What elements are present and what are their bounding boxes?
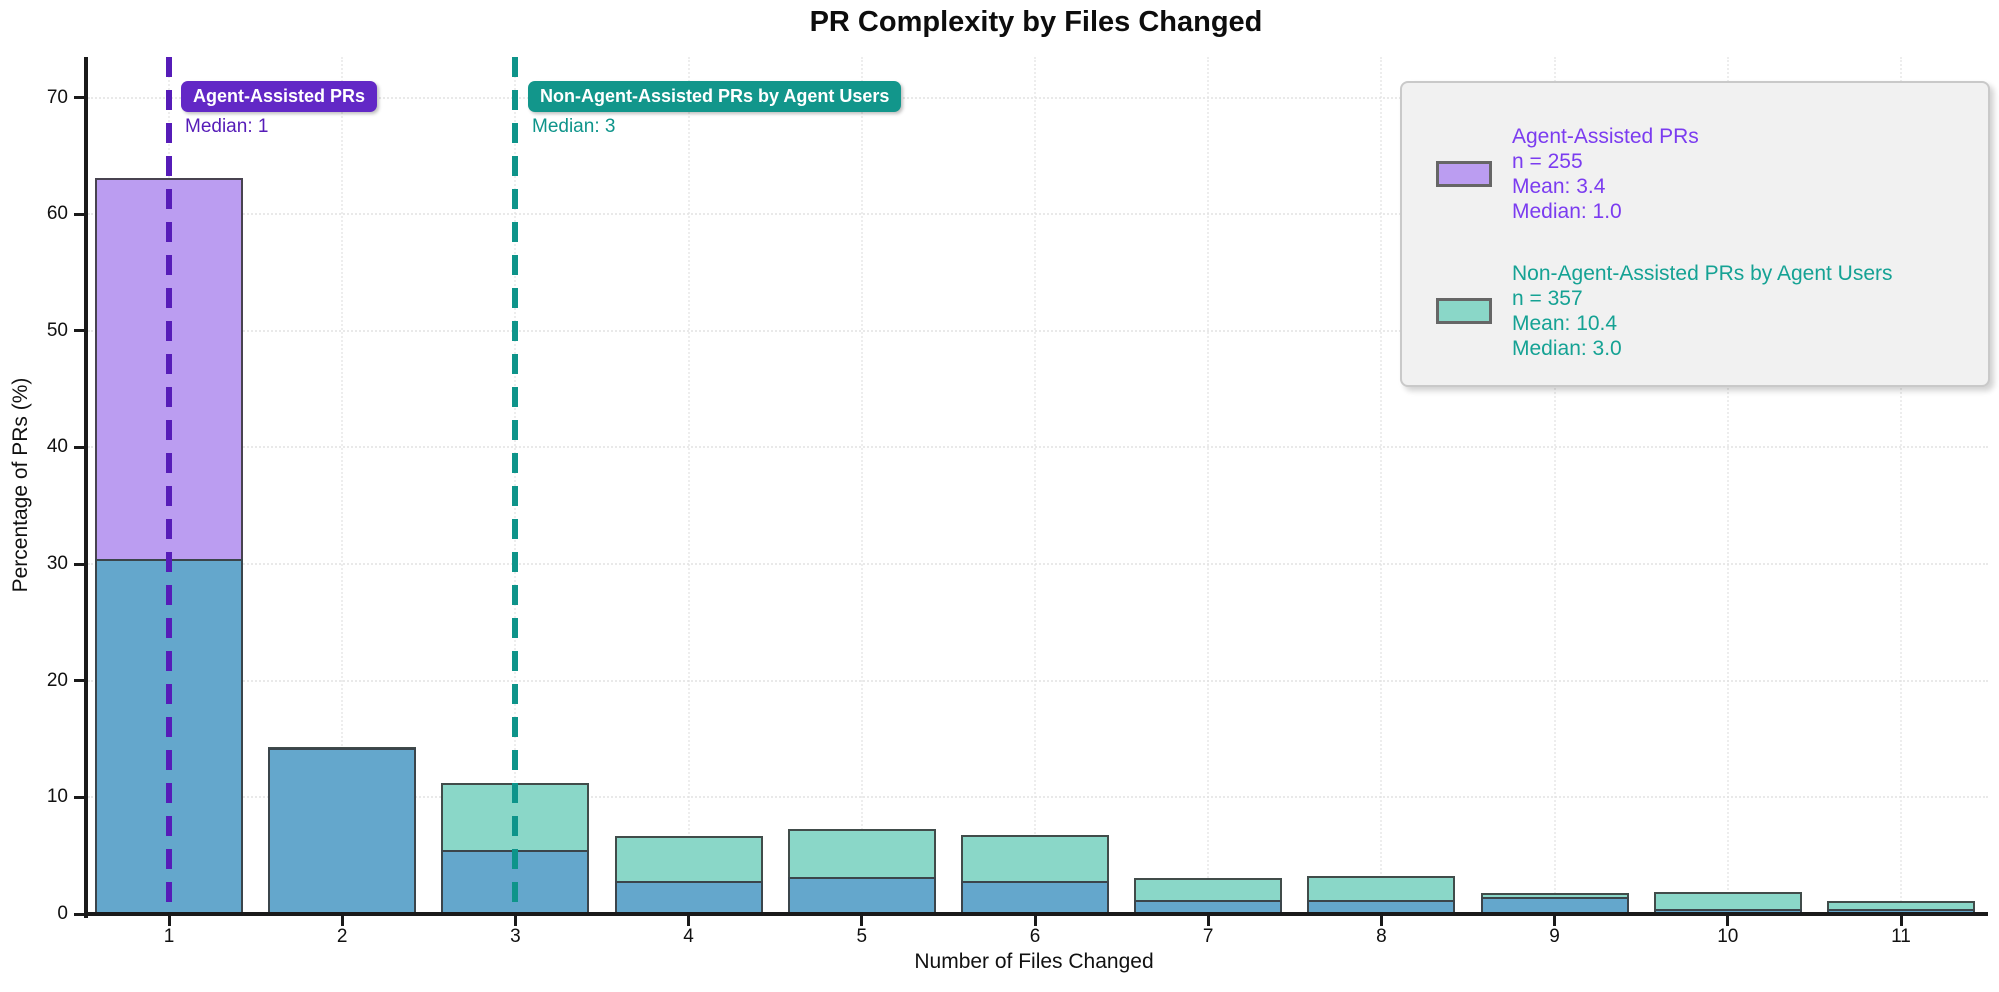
x-tick-9 (1553, 916, 1557, 926)
agent-legend-text: Agent-Assisted PRs n = 255 Mean: 3.4 Med… (1512, 124, 1699, 224)
agent-median-badge: Agent-Assisted PRs (181, 81, 378, 112)
x-tick-1 (167, 916, 171, 926)
x-axis-spine (84, 912, 1988, 916)
x-tick-label-10: 10 (1717, 926, 1739, 947)
y-tick-label-60: 60 (46, 203, 68, 225)
x-tick-label-2: 2 (336, 926, 348, 947)
gridline-y-20 (88, 679, 1988, 682)
x-tick-8 (1379, 916, 1383, 926)
x-tick-label-8: 8 (1376, 926, 1387, 947)
legend-line: Non-Agent-Assisted PRs by Agent Users (1512, 262, 1893, 285)
x-tick-label-5: 5 (856, 926, 868, 947)
legend-line: n = 255 (1512, 150, 1583, 173)
non-agent-median-badge: Non-Agent-Assisted PRs by Agent Users (528, 81, 902, 112)
non-agent-median-line (512, 57, 519, 914)
y-tick-label-0: 0 (57, 903, 68, 924)
x-axis-label: Number of Files Changed (914, 950, 1154, 973)
y-tick-label-40: 40 (46, 436, 68, 458)
y-axis-spine (84, 57, 88, 918)
x-tick-label-6: 6 (1029, 926, 1041, 947)
gridline-x-5 (860, 57, 863, 914)
gridline-x-11 (1900, 57, 1902, 914)
gridline-x-7 (1207, 57, 1210, 914)
x-tick-label-1: 1 (163, 926, 175, 947)
gridline-x-8 (1380, 57, 1383, 914)
y-tick-20 (74, 679, 85, 683)
x-tick-5 (860, 916, 864, 926)
gridline-x-6 (1034, 57, 1036, 914)
y-tick-label-20: 20 (46, 669, 68, 691)
y-tick-30 (74, 562, 85, 566)
y-tick-60 (74, 212, 85, 216)
y-tick-label-30: 30 (46, 553, 68, 575)
y-tick-label-70: 70 (46, 86, 68, 108)
x-tick-label-11: 11 (1891, 926, 1911, 947)
legend-line: Agent-Assisted PRs (1512, 125, 1699, 148)
x-tick-7 (1206, 916, 1210, 926)
non-agent-swatch (1436, 298, 1492, 324)
y-tick-label-10: 10 (46, 786, 68, 808)
legend-line: n = 357 (1512, 287, 1583, 310)
x-tick-label-7: 7 (1202, 926, 1214, 947)
gridline-y-70 (88, 96, 1988, 99)
legend-line: Mean: 3.4 (1512, 175, 1606, 198)
x-tick-6 (1033, 916, 1037, 926)
y-tick-70 (74, 96, 85, 100)
bar-files-6-overlap (961, 881, 1109, 914)
x-tick-3 (513, 916, 517, 926)
gridline-y-40 (88, 446, 1988, 449)
legend-line: Median: 3.0 (1512, 337, 1622, 360)
bar-files-4-overlap (614, 881, 763, 914)
bar-files-2-overlap (268, 748, 417, 914)
gridline-x-2 (341, 57, 344, 914)
legend-entry-non-agent: Non-Agent-Assisted PRs by Agent Users n … (1402, 261, 1988, 361)
x-tick-label-4: 4 (683, 926, 694, 947)
y-tick-40 (74, 445, 85, 449)
x-tick-label-3: 3 (510, 926, 521, 947)
y-tick-50 (74, 329, 85, 333)
gridline-x-4 (687, 57, 690, 914)
y-tick-label-50: 50 (46, 319, 68, 341)
x-tick-label-9: 9 (1549, 926, 1560, 947)
gridline-x-9 (1553, 57, 1556, 914)
x-tick-10 (1726, 916, 1730, 926)
gridline-y-30 (88, 563, 1988, 566)
gridline-y-50 (88, 329, 1988, 332)
non-agent-legend-text: Non-Agent-Assisted PRs by Agent Users n … (1512, 261, 1893, 361)
y-tick-0 (74, 912, 85, 916)
legend: Agent-Assisted PRs n = 255 Mean: 3.4 Med… (1400, 81, 1990, 387)
x-tick-4 (687, 916, 691, 926)
gridline-y-10 (88, 796, 1988, 799)
agent-median-line (166, 57, 172, 914)
bar-files-5-overlap (787, 876, 936, 914)
agent-swatch (1436, 161, 1492, 187)
x-tick-11 (1899, 916, 1903, 926)
gridline-y-60 (88, 213, 1988, 216)
chart-title: PR Complexity by Files Changed (809, 6, 1263, 38)
gridline-x-10 (1726, 57, 1729, 914)
legend-line: Mean: 10.4 (1512, 312, 1618, 335)
agent-median-label: Median: 1 (185, 116, 269, 137)
x-tick-2 (340, 916, 344, 926)
legend-line: Median: 1.0 (1512, 200, 1622, 223)
y-tick-10 (74, 795, 85, 799)
non-agent-median-label: Median: 3 (532, 116, 616, 137)
legend-entry-agent: Agent-Assisted PRs n = 255 Mean: 3.4 Med… (1402, 124, 1988, 224)
